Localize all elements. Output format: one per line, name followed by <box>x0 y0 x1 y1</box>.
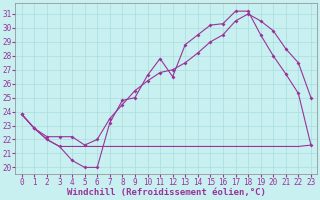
X-axis label: Windchill (Refroidissement éolien,°C): Windchill (Refroidissement éolien,°C) <box>67 188 266 197</box>
